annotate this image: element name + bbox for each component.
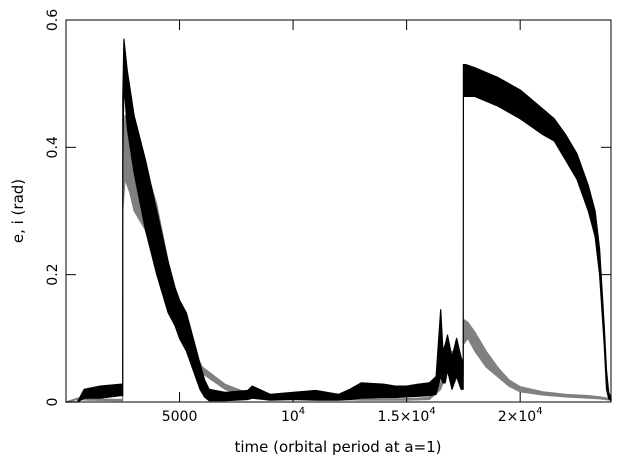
- y-tick-label: 0.2: [45, 264, 61, 286]
- plot-frame: [65, 19, 612, 403]
- x-tick-label: 104: [281, 406, 305, 425]
- ticks-layer: 5000 104 1.5×104 2×104 0 0.2 0.4 0.6: [45, 9, 611, 425]
- y-tick-label: 0: [45, 398, 61, 407]
- x-tick-label: 5000: [162, 409, 198, 425]
- x-tick-label: 2×104: [498, 406, 543, 425]
- y-tick-label: 0.4: [45, 136, 61, 158]
- series-1-band: [65, 114, 612, 403]
- y-axis-label: e, i (rad): [9, 179, 27, 243]
- series-0-band: [65, 38, 612, 403]
- y-tick-label: 0.6: [45, 9, 61, 31]
- series-layer: [65, 38, 612, 403]
- x-axis-label: time (orbital period at a=1): [234, 438, 441, 456]
- x-tick-label: 1.5×104: [378, 406, 436, 425]
